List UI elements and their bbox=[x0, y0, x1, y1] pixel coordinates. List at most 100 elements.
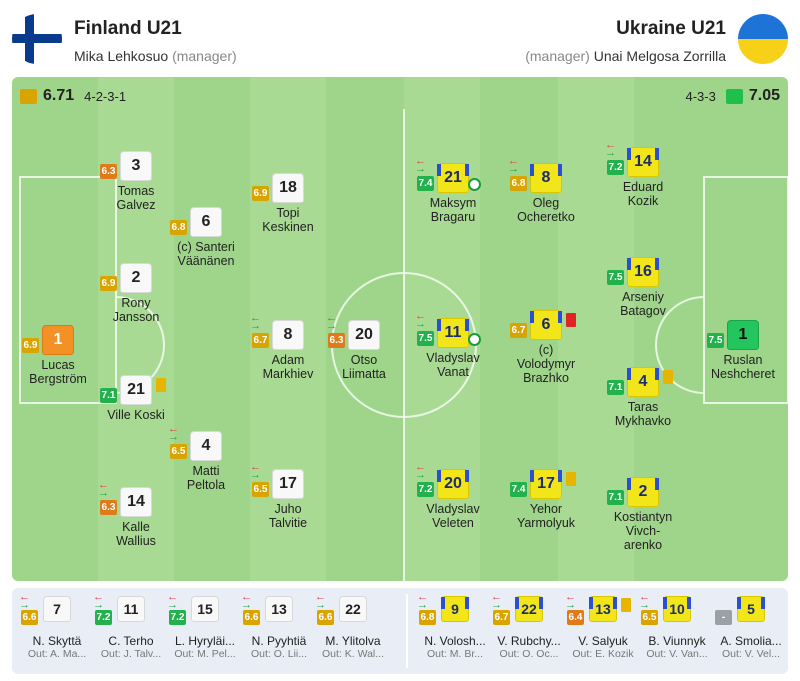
player-rating-badge: 6.3 bbox=[100, 164, 117, 179]
shirt-number: 15 bbox=[197, 601, 213, 617]
player-rating-badge: 6.7 bbox=[252, 333, 269, 348]
substitution-icon: ← → bbox=[415, 312, 426, 328]
shirt-number: 21 bbox=[444, 169, 462, 187]
jersey-icon: 2 bbox=[120, 263, 152, 293]
player-name: Oleg Ocheretko bbox=[496, 196, 596, 224]
substitute-card[interactable]: 10 ← → 6.5 B. Viunnyk Out: V. Van... bbox=[640, 596, 714, 660]
shirt-number: 6 bbox=[202, 213, 211, 231]
substitute-card[interactable]: 7 ← → 6.6 N. Skyttä Out: A. Ma... bbox=[20, 596, 94, 660]
shirt-number: 13 bbox=[271, 601, 287, 617]
substitute-name: C. Terho bbox=[94, 634, 168, 648]
player-card[interactable]: 3 6.3 Tomas Galvez bbox=[86, 151, 186, 212]
substitute-name: N. Skyttä bbox=[20, 634, 94, 648]
lineup-pitch: 6.71 4-2-3-1 4-3-3 7.05 1 6.9 Lucas Bergst… bbox=[12, 77, 788, 581]
player-rating-badge: 7.1 bbox=[607, 490, 624, 505]
sub-in-arrow-icon: → bbox=[417, 601, 428, 609]
player-name: Yehor Yarmolyuk bbox=[496, 502, 596, 530]
jersey-icon: 14 bbox=[120, 487, 152, 517]
jersey-icon: 5 bbox=[737, 596, 765, 622]
player-card[interactable]: 20 6.3 ← → Otso Liimatta bbox=[314, 320, 414, 381]
shirt-wrap: 22 ← → 6.6 bbox=[339, 596, 367, 622]
shirt-number: 9 bbox=[451, 601, 459, 617]
player-rating-badge: 6.5 bbox=[252, 482, 269, 497]
player-name: Otso Liimatta bbox=[314, 353, 414, 381]
shirt-wrap: 18 6.9 bbox=[272, 173, 304, 203]
sub-in-arrow-icon: → bbox=[415, 320, 426, 328]
shirt-number: 11 bbox=[124, 601, 139, 617]
substitute-card[interactable]: 11 ← → 7.2 C. Terho Out: J. Talv... bbox=[94, 596, 168, 660]
substitution-icon: ← → bbox=[417, 593, 428, 609]
player-card[interactable]: 4 7.1 Taras Mykhavko bbox=[593, 367, 693, 428]
red-card-icon bbox=[566, 313, 576, 327]
replaced-player: Out: E. Kozik bbox=[566, 648, 640, 660]
shirt-wrap: 17 7.4 bbox=[530, 469, 562, 499]
player-card[interactable]: 17 7.4 Yehor Yarmolyuk bbox=[496, 469, 596, 530]
sub-in-arrow-icon: → bbox=[250, 322, 261, 330]
away-team-rating: 7.05 bbox=[749, 87, 780, 105]
shirt-wrap: 22 ← → 6.7 bbox=[515, 596, 543, 622]
away-manager[interactable]: (manager) Unai Melgosa Zorrilla bbox=[525, 48, 726, 64]
shirt-number: 4 bbox=[202, 437, 211, 455]
sub-in-arrow-icon: → bbox=[315, 601, 326, 609]
home-manager[interactable]: Mika Lehkosuo (manager) bbox=[74, 48, 237, 64]
player-card[interactable]: 16 7.5 Arseniy Batagov bbox=[593, 257, 693, 318]
substitute-card[interactable]: 22 ← → 6.6 M. Ylitolva Out: K. Wal... bbox=[316, 596, 390, 660]
player-card[interactable]: 11 7.5 ← → Vladyslav Vanat bbox=[403, 318, 503, 379]
replaced-player: Out: O. Oc... bbox=[492, 648, 566, 660]
substitution-icon: ← → bbox=[167, 593, 178, 609]
player-name: (c) Volodymyr Brazhko bbox=[496, 343, 596, 385]
away-team-name[interactable]: Ukraine U21 bbox=[616, 18, 726, 40]
jersey-icon: 11 bbox=[117, 596, 145, 622]
player-card[interactable]: 21 7.1 Ville Koski bbox=[86, 375, 186, 422]
player-card[interactable]: 6 6.7 (c) Volodymyr Brazhko bbox=[496, 310, 596, 385]
shirt-wrap: 2 6.9 bbox=[120, 263, 152, 293]
player-name: Kostiantyn Vivch- arenko bbox=[593, 510, 693, 552]
player-card[interactable]: 14 7.2 ← → Eduard Kozik bbox=[593, 147, 693, 208]
jersey-icon: 6 bbox=[190, 207, 222, 237]
replaced-player: Out: K. Wal... bbox=[316, 648, 390, 660]
player-card[interactable]: 21 7.4 ← → Maksym Bragaru bbox=[403, 163, 503, 224]
substitute-card[interactable]: 22 ← → 6.7 V. Rubchy... Out: O. Oc... bbox=[492, 596, 566, 660]
shirt-number: 17 bbox=[279, 475, 297, 493]
shirt-wrap: 6 6.7 bbox=[530, 310, 562, 340]
substitution-icon: ← → bbox=[168, 425, 179, 441]
substitute-card[interactable]: 9 ← → 6.8 N. Volosh... Out: M. Br... bbox=[418, 596, 492, 660]
player-name: Taras Mykhavko bbox=[593, 400, 693, 428]
jersey-icon: 21 bbox=[120, 375, 152, 405]
finland-flag-icon bbox=[12, 14, 62, 64]
player-card[interactable]: 2 7.1 Kostiantyn Vivch- arenko bbox=[593, 477, 693, 552]
jersey-icon: 8 bbox=[272, 320, 304, 350]
player-card[interactable]: 20 7.2 ← → Vladyslav Veleten bbox=[403, 469, 503, 530]
shirt-wrap: 14 6.3 ← → bbox=[120, 487, 152, 517]
substitute-card[interactable]: 13 ← → 6.4 V. Salyuk Out: E. Kozik bbox=[566, 596, 640, 660]
player-card[interactable]: 17 6.5 ← → Juho Talvitie bbox=[238, 469, 338, 530]
substitute-card[interactable]: 15 ← → 7.2 L. Hyryläi... Out: M. Pel... bbox=[168, 596, 242, 660]
home-team-name[interactable]: Finland U21 bbox=[74, 18, 182, 40]
player-card[interactable]: 18 6.9 Topi Keskinen bbox=[238, 173, 338, 234]
player-rating-badge: 6.8 bbox=[419, 610, 436, 625]
jersey-icon: 18 bbox=[272, 173, 304, 203]
sub-in-arrow-icon: → bbox=[241, 601, 252, 609]
shirt-number: 2 bbox=[132, 269, 141, 287]
player-rating-badge: 6.5 bbox=[641, 610, 658, 625]
player-card[interactable]: 14 6.3 ← → Kalle Wallius bbox=[86, 487, 186, 548]
player-rating-badge: 6.6 bbox=[243, 610, 260, 625]
yellow-card-icon bbox=[663, 370, 673, 384]
player-rating-badge: - bbox=[715, 610, 732, 625]
shirt-number: 17 bbox=[537, 475, 555, 493]
substitute-card[interactable]: 5- A. Smolia... Out: V. Vel... bbox=[714, 596, 788, 660]
player-card[interactable]: 8 6.8 ← → Oleg Ocheretko bbox=[496, 163, 596, 224]
shirt-number: 4 bbox=[639, 373, 648, 391]
home-rating-badge bbox=[20, 89, 37, 104]
player-name: Vladyslav Vanat bbox=[403, 351, 503, 379]
substitute-card[interactable]: 13 ← → 6.6 N. Pyyhtiä Out: O. Lii... bbox=[242, 596, 316, 660]
player-name: Kalle Wallius bbox=[86, 520, 186, 548]
home-team-rating: 6.71 bbox=[43, 87, 74, 105]
player-rating-badge: 7.2 bbox=[169, 610, 186, 625]
substitute-name: B. Viunnyk bbox=[640, 634, 714, 648]
player-rating-badge: 6.7 bbox=[493, 610, 510, 625]
player-card[interactable]: 1 7.5 Ruslan Neshcheret bbox=[693, 320, 788, 381]
substitution-icon: ← → bbox=[565, 593, 576, 609]
home-manager-role: (manager) bbox=[172, 48, 237, 64]
player-card[interactable]: 2 6.9 Rony Jansson bbox=[86, 263, 186, 324]
